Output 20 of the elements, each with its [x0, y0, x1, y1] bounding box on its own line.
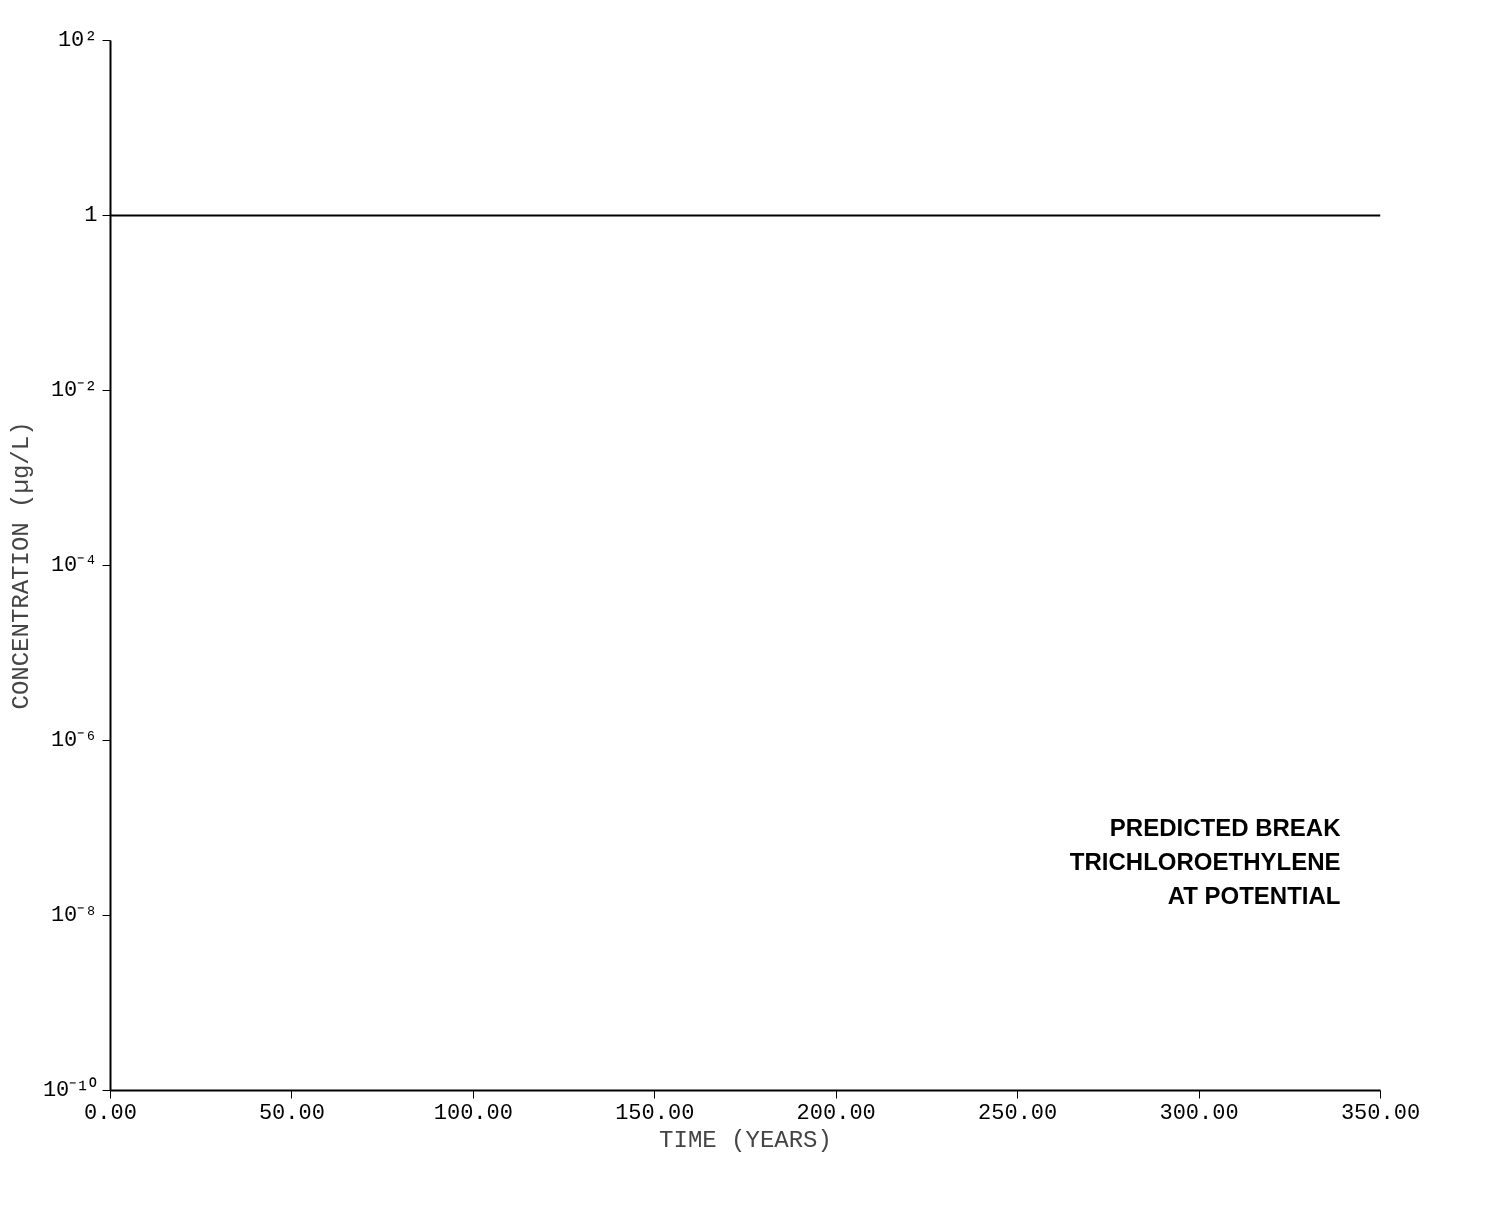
y-tick-label: 10⁻⁴	[50, 553, 98, 578]
y-tick-label: 10²	[57, 28, 98, 53]
x-tick-label: 0.00	[84, 1100, 137, 1126]
y-tick-label: 10⁻⁸	[50, 903, 98, 928]
y-tick-label: 10⁻⁶	[50, 728, 98, 753]
y-tick-label: 1	[84, 203, 98, 228]
annotation: AT POTENTIAL	[1167, 881, 1341, 909]
x-axis-title: TIME (YEARS)	[659, 1126, 832, 1154]
y-axis-title: CONCENTRATION (µg/L)	[7, 421, 35, 710]
x-tick-label: 150.00	[615, 1100, 695, 1126]
y-tick-label: 10⁻¹⁰	[42, 1077, 98, 1103]
x-tick-label: 250.00	[978, 1100, 1058, 1126]
annotation: TRICHLOROETHYLENE	[1069, 847, 1341, 875]
x-tick-label: 100.00	[433, 1100, 513, 1126]
y-tick-label: 10⁻²	[50, 378, 98, 403]
x-tick-label: 300.00	[1159, 1100, 1239, 1126]
annotation: PREDICTED BREAK	[1109, 813, 1342, 841]
x-tick-label: 50.00	[258, 1100, 325, 1126]
x-tick-label: 200.00	[796, 1100, 876, 1126]
x-tick-label: 350.00	[1340, 1100, 1421, 1126]
